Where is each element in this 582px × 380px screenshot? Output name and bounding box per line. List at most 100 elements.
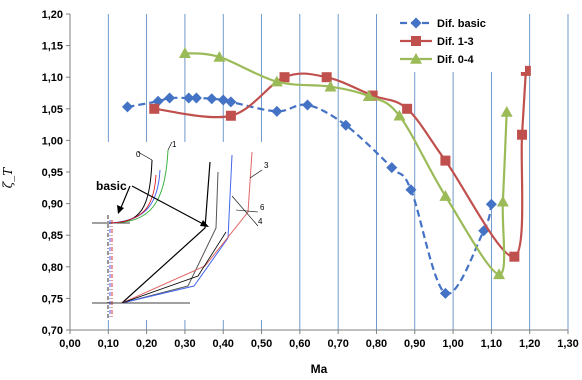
data-point bbox=[324, 80, 337, 92]
x-tick-labels: 0,00 0,10 0,20 0,30 0,40 0,50 0,60 0,70 0,80 0,90… bbox=[59, 338, 578, 350]
x-tick-label: 0,10 bbox=[98, 338, 119, 350]
legend-label: Dif. 1-3 bbox=[437, 36, 474, 48]
nozzle-profile-inset: 0 1 3 6 4 basic bbox=[92, 140, 278, 320]
x-tick-label: 0,80 bbox=[366, 338, 387, 350]
inset-diffuser-gray bbox=[121, 171, 219, 304]
y-tick-labels: 0,70 0,75 0,80 0,85 0,90 0,95 1,00 1,05 1,10 1,15… bbox=[42, 9, 63, 337]
legend: Dif. basic Dif. 1-3 Dif. 0-4 bbox=[395, 10, 525, 72]
data-point bbox=[362, 90, 375, 101]
data-point bbox=[321, 72, 332, 83]
x-tick-label: 1,30 bbox=[557, 338, 578, 350]
y-axis-title: ζ_T bbox=[1, 167, 15, 189]
data-point bbox=[213, 50, 226, 62]
y-tick-label: 1,00 bbox=[42, 135, 63, 147]
inset-arrowhead-2 bbox=[200, 220, 209, 227]
data-point bbox=[271, 105, 283, 117]
y-tick-label: 0,80 bbox=[42, 262, 63, 274]
y-tick-label: 0,90 bbox=[42, 199, 63, 211]
data-point bbox=[225, 110, 236, 121]
data-point bbox=[225, 96, 237, 108]
data-point bbox=[439, 190, 452, 201]
inset-arrow-2 bbox=[131, 185, 206, 226]
x-tick-label: 0,00 bbox=[59, 338, 80, 350]
inset-leader-3 bbox=[249, 169, 263, 179]
data-point bbox=[183, 92, 195, 104]
inset-contour-red bbox=[111, 174, 157, 224]
series-layer bbox=[121, 47, 531, 299]
inset-diffuser-blue bbox=[121, 154, 233, 304]
data-point bbox=[520, 65, 531, 76]
inset-contour-1 bbox=[111, 149, 169, 224]
data-point bbox=[493, 268, 506, 280]
inset-leader-0 bbox=[137, 151, 153, 161]
data-point bbox=[190, 92, 202, 104]
legend-items: Dif. basic Dif. 1-3 Dif. 0-4 bbox=[400, 17, 486, 66]
x-tick-label: 0,20 bbox=[136, 338, 157, 350]
x-tick-label: 1,10 bbox=[481, 338, 502, 350]
y-tick-label: 1,05 bbox=[42, 104, 63, 116]
data-point bbox=[496, 195, 509, 207]
data-point bbox=[164, 92, 176, 104]
inset-arrow-1 bbox=[119, 185, 131, 211]
y-tick-label: 0,70 bbox=[42, 325, 63, 337]
data-point bbox=[485, 198, 497, 210]
inset-leader-6 bbox=[235, 209, 259, 213]
inset-label-1: 1 bbox=[172, 140, 177, 149]
data-point bbox=[405, 184, 417, 196]
data-point bbox=[302, 99, 314, 111]
y-tick-label: 1,10 bbox=[42, 72, 63, 84]
x-tick-label: 1,20 bbox=[519, 338, 540, 350]
series-1 bbox=[121, 92, 497, 299]
x-axis-title: Ma bbox=[311, 362, 328, 376]
data-point bbox=[367, 90, 378, 101]
y-tick-label: 0,85 bbox=[42, 230, 63, 242]
axes bbox=[66, 13, 569, 334]
legend-label: Dif. basic bbox=[437, 18, 486, 30]
data-point bbox=[121, 101, 133, 113]
inset-diffuser-black bbox=[121, 161, 211, 304]
inset-label-3: 3 bbox=[264, 161, 269, 170]
data-point bbox=[440, 155, 451, 166]
data-point bbox=[206, 93, 218, 105]
inset-label-6: 6 bbox=[260, 203, 265, 212]
series-2 bbox=[149, 65, 531, 262]
inset-diffuser-red bbox=[121, 151, 253, 304]
inset-label-0: 0 bbox=[136, 150, 141, 159]
legend-marker bbox=[411, 36, 421, 46]
inset-diffuser-black2 bbox=[121, 231, 227, 304]
x-tick-label: 0,60 bbox=[289, 338, 310, 350]
data-point bbox=[439, 287, 451, 299]
data-point bbox=[402, 103, 413, 114]
y-tick-label: 1,15 bbox=[42, 41, 63, 53]
series-line bbox=[127, 96, 493, 295]
data-point bbox=[386, 162, 398, 174]
x-tick-label: 0,30 bbox=[174, 338, 195, 350]
data-point bbox=[517, 129, 528, 140]
inset-background bbox=[92, 142, 278, 320]
y-tick-label: 0,95 bbox=[42, 167, 63, 179]
inset-arrowhead-1 bbox=[117, 205, 124, 214]
y-tick-label: 0,75 bbox=[42, 293, 63, 305]
data-point bbox=[509, 251, 520, 262]
data-point bbox=[217, 94, 229, 106]
x-tick-label: 0,40 bbox=[213, 338, 234, 350]
y-tick-label: 1,20 bbox=[42, 9, 63, 21]
x-tick-label: 0,90 bbox=[404, 338, 425, 350]
legend-label: Dif. 0-4 bbox=[437, 54, 475, 66]
data-point bbox=[393, 109, 406, 121]
data-point bbox=[340, 119, 352, 131]
data-point bbox=[279, 72, 290, 83]
data-point bbox=[178, 47, 191, 58]
x-tick-label: 0,50 bbox=[251, 338, 272, 350]
inset-label-basic: basic bbox=[96, 179, 127, 193]
x-tick-label: 1,00 bbox=[442, 338, 463, 350]
data-point bbox=[149, 103, 160, 114]
inset-label-4: 4 bbox=[258, 217, 263, 226]
data-point bbox=[500, 105, 513, 117]
legend-marker bbox=[410, 53, 422, 64]
data-point bbox=[270, 75, 283, 87]
x-tick-label: 0,70 bbox=[327, 338, 348, 350]
inset-leader-4 bbox=[231, 195, 259, 227]
series-3 bbox=[178, 47, 513, 280]
